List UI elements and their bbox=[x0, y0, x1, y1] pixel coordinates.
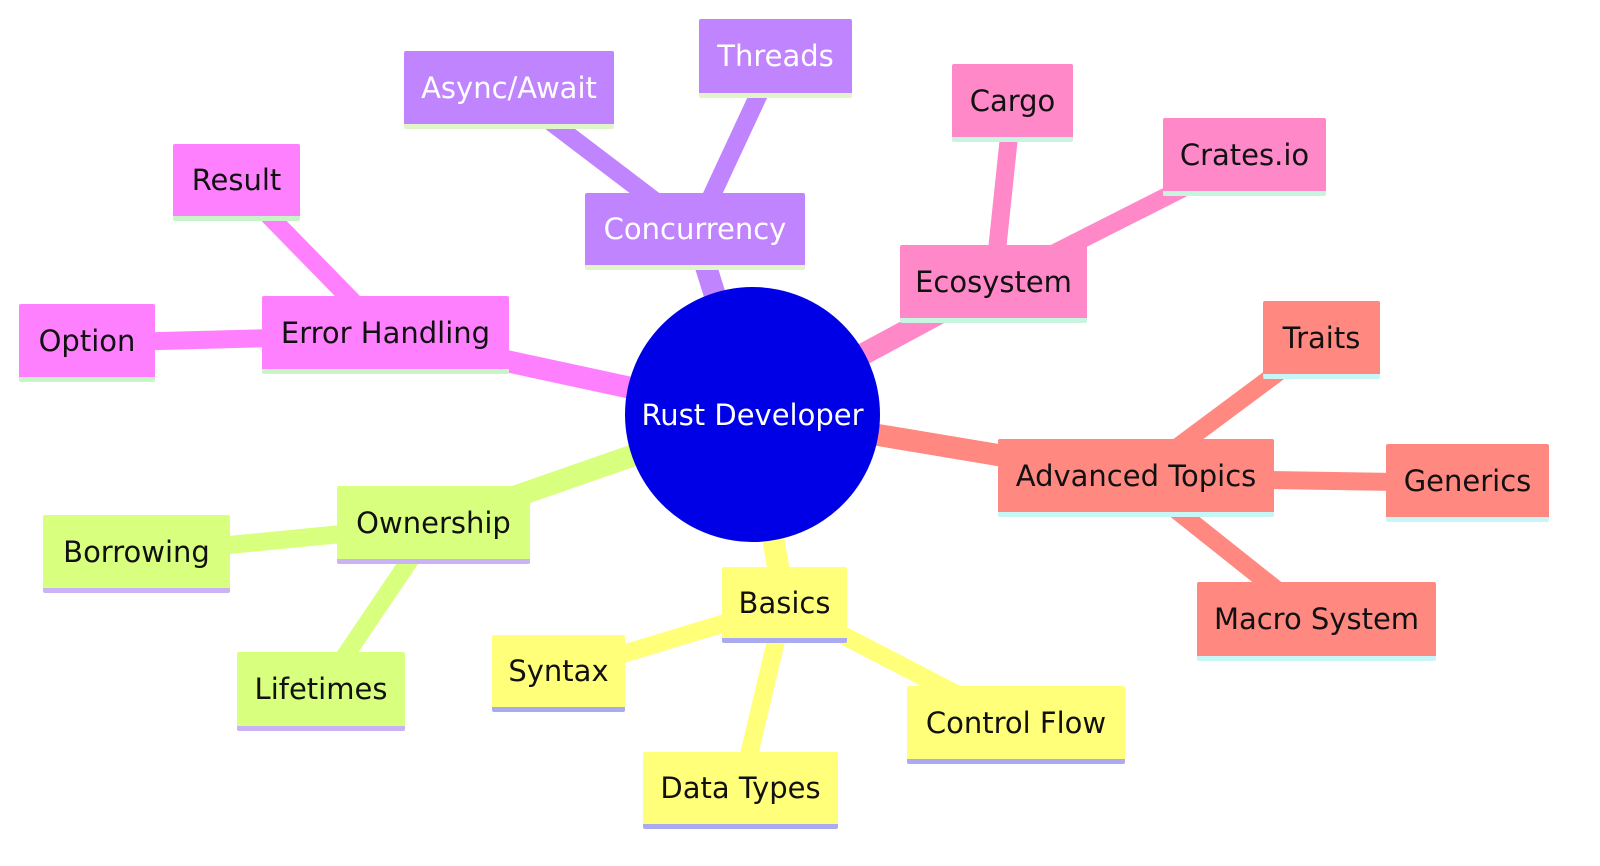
node-control-flow: Control Flow bbox=[907, 686, 1125, 764]
root-node-label: Rust Developer bbox=[641, 397, 864, 432]
node-ecosystem: Ecosystem bbox=[900, 245, 1087, 323]
node-basics: Basics bbox=[722, 567, 847, 643]
node-advanced-topics: Advanced Topics bbox=[998, 439, 1274, 517]
node-cargo-label: Cargo bbox=[969, 83, 1056, 118]
node-ownership-label: Ownership bbox=[356, 505, 511, 540]
node-traits: Traits bbox=[1263, 301, 1380, 379]
node-syntax: Syntax bbox=[492, 635, 625, 712]
node-threads: Threads bbox=[699, 19, 852, 98]
node-syntax-label: Syntax bbox=[508, 654, 609, 688]
node-borrowing: Borrowing bbox=[43, 515, 230, 593]
node-data-types: Data Types bbox=[643, 752, 838, 829]
node-option: Option bbox=[19, 304, 155, 382]
node-borrowing-label: Borrowing bbox=[63, 534, 210, 569]
node-concurrency-label: Concurrency bbox=[603, 212, 787, 246]
node-generics-label: Generics bbox=[1403, 463, 1532, 498]
node-ecosystem-label: Ecosystem bbox=[915, 264, 1072, 299]
root-node: Rust Developer bbox=[625, 287, 880, 542]
node-data-types-label: Data Types bbox=[660, 771, 821, 805]
node-crates-io: Crates.io bbox=[1163, 118, 1326, 196]
node-option-label: Option bbox=[38, 323, 136, 358]
node-concurrency: Concurrency bbox=[585, 193, 805, 270]
node-advanced-topics-label: Advanced Topics bbox=[1015, 458, 1257, 493]
node-threads-label: Threads bbox=[717, 39, 834, 73]
node-cargo: Cargo bbox=[952, 64, 1073, 142]
node-error-handling-label: Error Handling bbox=[280, 315, 491, 350]
node-async-await-label: Async/Await bbox=[421, 70, 597, 105]
node-ownership: Ownership bbox=[337, 486, 530, 564]
node-error-handling: Error Handling bbox=[262, 296, 509, 374]
node-macro-system: Macro System bbox=[1197, 582, 1436, 661]
node-macro-system-label: Macro System bbox=[1213, 602, 1420, 636]
node-control-flow-label: Control Flow bbox=[925, 705, 1107, 740]
node-result: Result bbox=[173, 144, 300, 221]
node-basics-label: Basics bbox=[738, 585, 831, 620]
node-traits-label: Traits bbox=[1282, 320, 1361, 355]
node-crates-io-label: Crates.io bbox=[1179, 137, 1310, 172]
node-lifetimes-label: Lifetimes bbox=[254, 672, 388, 706]
node-async-await: Async/Await bbox=[404, 51, 614, 129]
node-generics: Generics bbox=[1386, 444, 1549, 522]
node-lifetimes: Lifetimes bbox=[237, 652, 405, 731]
node-result-label: Result bbox=[191, 163, 282, 197]
